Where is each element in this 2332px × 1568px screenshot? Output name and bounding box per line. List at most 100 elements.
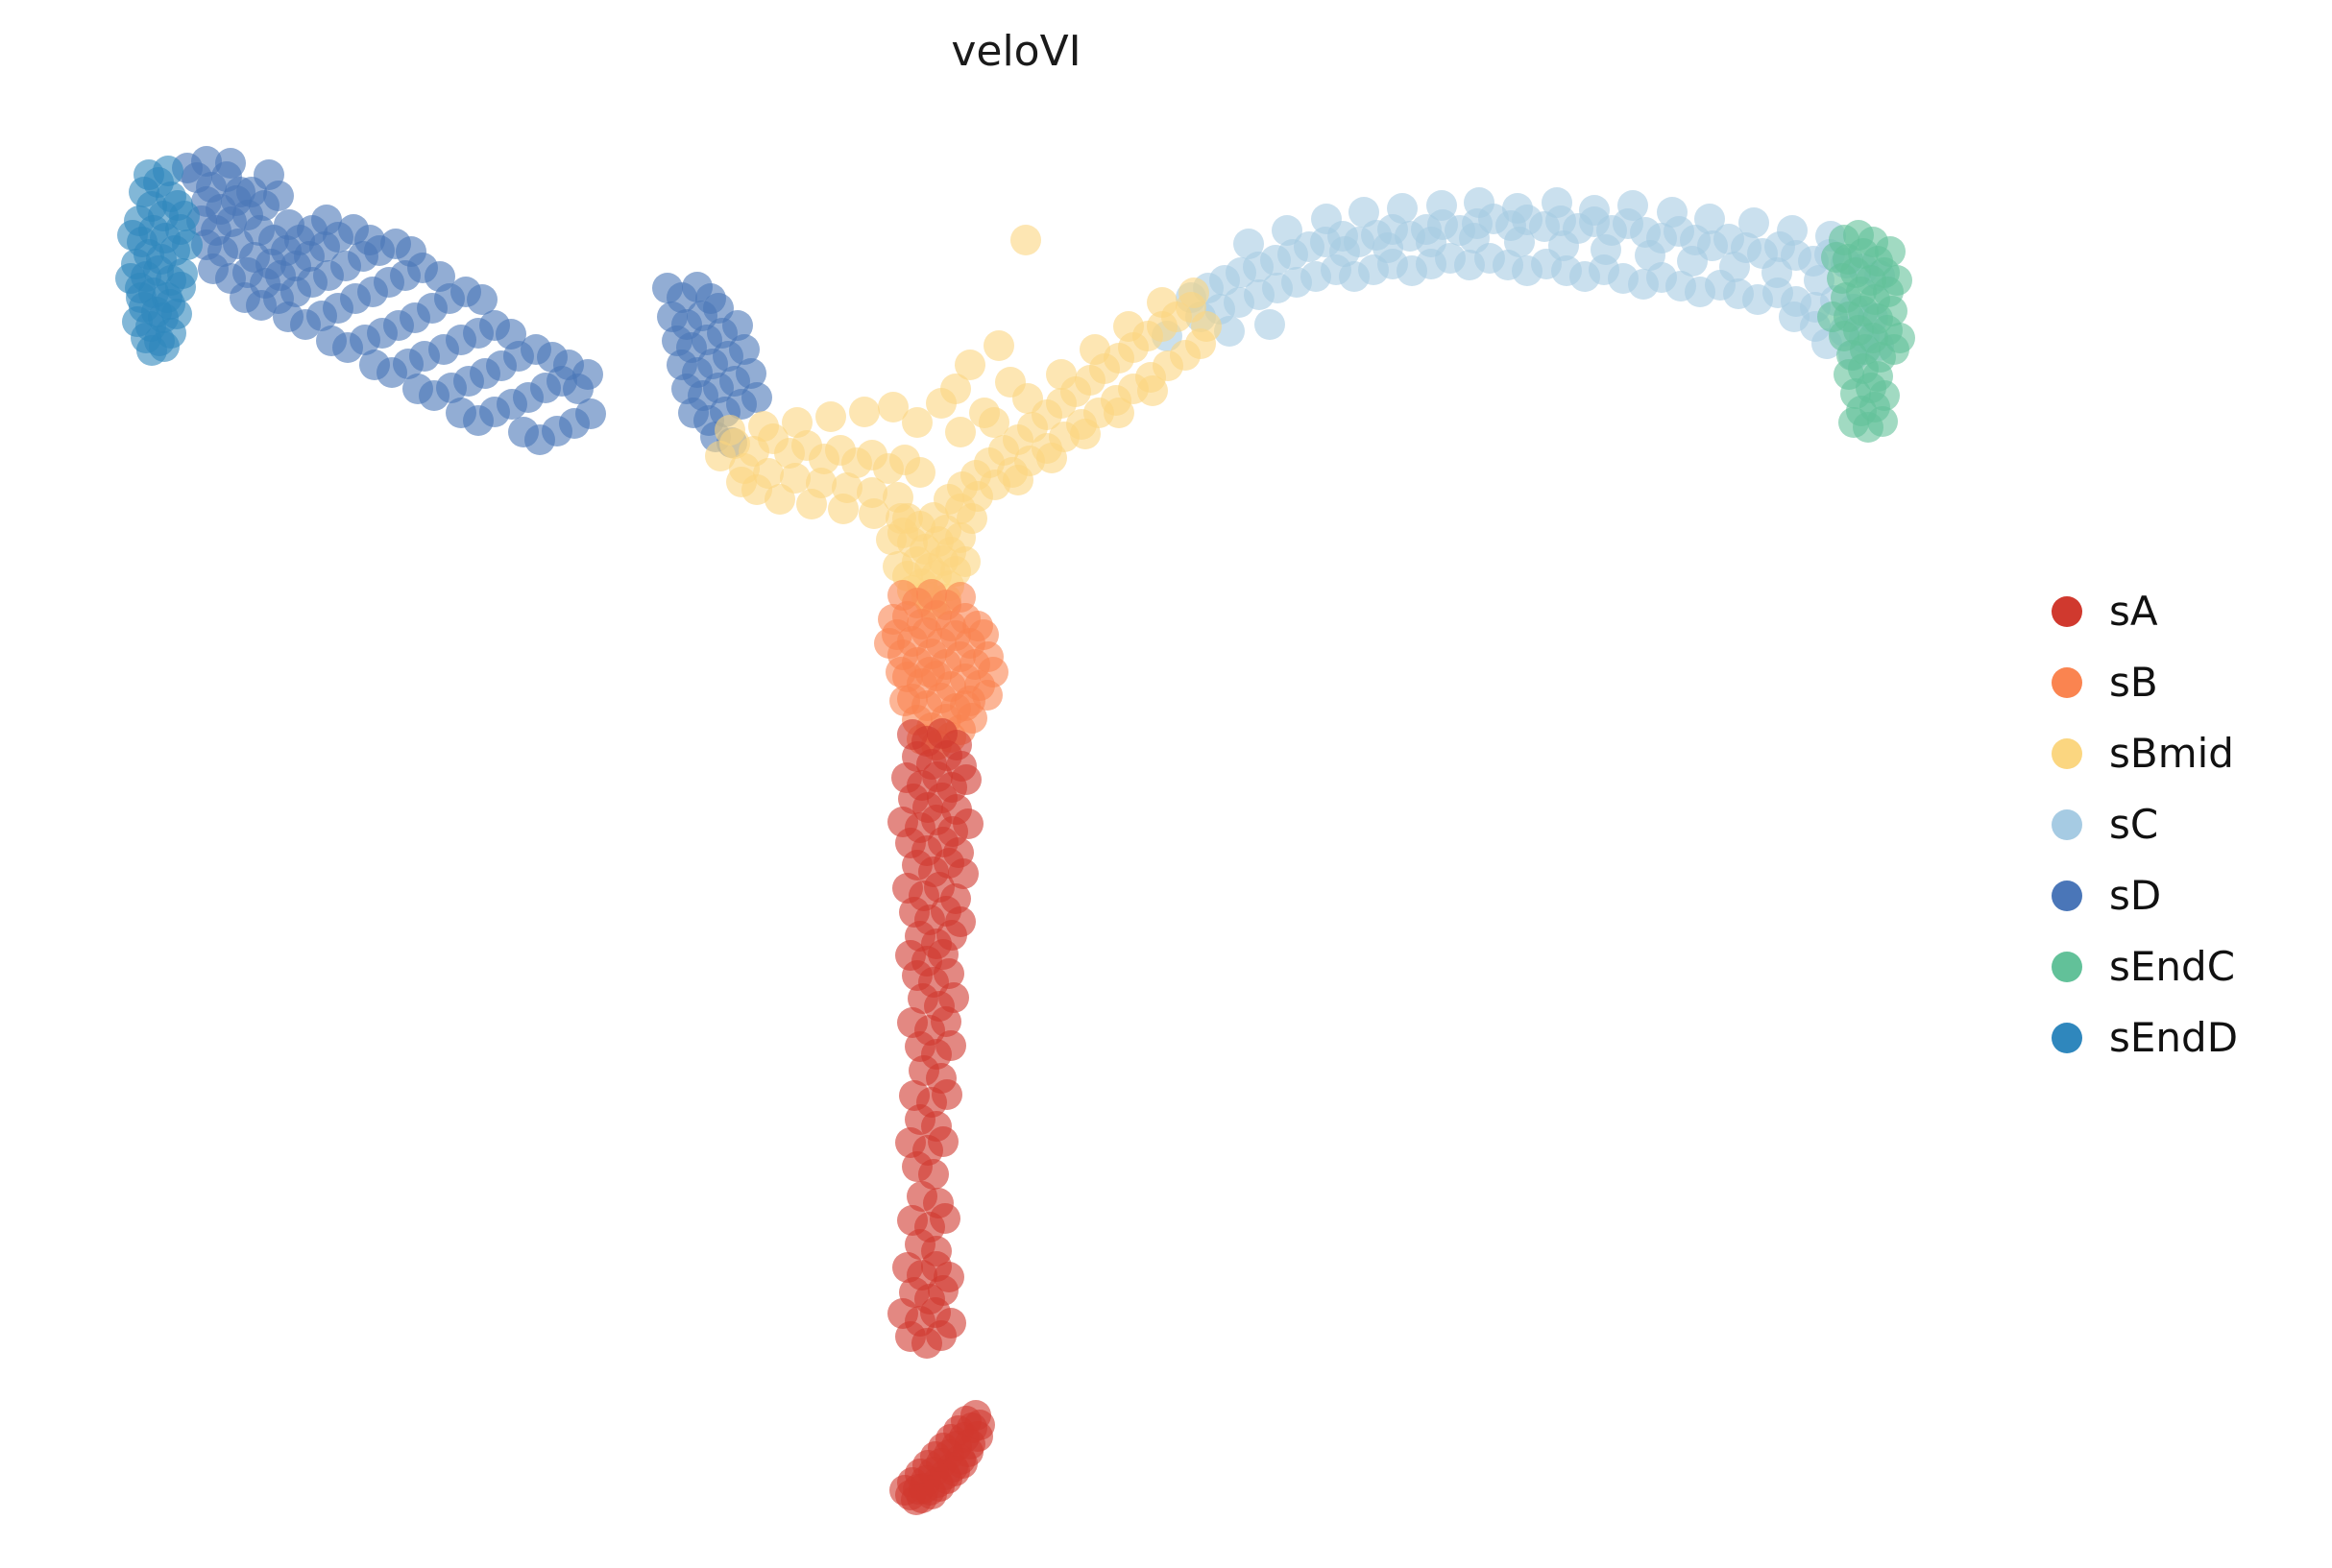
legend-label-sA: sA (2109, 588, 2158, 635)
scatter-point-sC (1504, 227, 1535, 257)
legend-item-sD: sD (2052, 860, 2238, 931)
chart-title: veloVI (951, 27, 1081, 76)
scatter-point-sC (1372, 232, 1403, 263)
scatter-point-sD (741, 382, 772, 413)
scatter-point-sC (1387, 193, 1418, 224)
legend-label-sC: sC (2109, 801, 2159, 848)
scatter-point-sC (1657, 197, 1688, 228)
scatter-point-sEndD (149, 331, 180, 362)
legend-item-sB: sB (2052, 647, 2238, 718)
scatter-point-sB (886, 657, 916, 688)
scatter-point-sEndD (172, 229, 203, 260)
legend-label-sB: sB (2109, 659, 2158, 706)
scatter-point-sA (928, 1126, 959, 1157)
scatter-point-sC (1311, 204, 1342, 234)
scatter-point-sBmid (1104, 398, 1134, 428)
scatter-point-sEndC (1867, 406, 1898, 437)
scatter-point-sA (932, 1079, 962, 1110)
scatter-point-sC (1779, 302, 1810, 332)
scatter-point-sBmid (828, 494, 859, 524)
scatter-point-sA (889, 1475, 920, 1506)
scatter-point-sC (1804, 265, 1834, 296)
scatter-point-sC (1635, 240, 1665, 271)
legend-label-sBmid: sBmid (2109, 730, 2234, 777)
legend: sA sB sBmid sC sD sEndC sEndD (2052, 576, 2238, 1073)
scatter-point-sD (467, 284, 498, 315)
scatter-point-sEndD (167, 258, 198, 289)
scatter-point-sA (934, 958, 964, 989)
legend-marker-sB (2052, 667, 2082, 698)
scatter-point-sC (1719, 252, 1750, 282)
scatter-point-sC (1617, 190, 1648, 221)
scatter-point-sBmid (748, 411, 779, 442)
scatter-point-sBmid (1080, 334, 1110, 365)
legend-item-sEndD: sEndD (2052, 1002, 2238, 1073)
scatter-point-sB (878, 604, 909, 635)
scatter-point-sA (931, 1006, 961, 1037)
legend-marker-sD (2052, 880, 2082, 911)
scatter-point-sBmid (984, 330, 1014, 361)
scatter-point-sC (1459, 223, 1490, 253)
scatter-point-sEndC (1817, 302, 1848, 332)
scatter-point-sA (948, 858, 979, 889)
scatter-point-sEndD (115, 263, 146, 294)
scatter-point-sA (953, 808, 984, 839)
scatter-point-sC (1502, 193, 1533, 224)
scatter-point-sBmid (955, 350, 985, 380)
scatter-point-sA (955, 1429, 985, 1459)
scatter-point-sB (950, 690, 981, 721)
scatter-point-sC (1214, 316, 1245, 347)
scatter-point-sC (1542, 187, 1572, 218)
scatter-point-sBmid (878, 392, 909, 422)
scatter-point-sBmid (1191, 311, 1222, 342)
scatter-point-sC (1464, 187, 1494, 218)
legend-label-sD: sD (2109, 872, 2162, 919)
scatter-point-sBmid (1070, 419, 1101, 449)
scatter-point-sBmid (995, 367, 1026, 398)
scatter-point-sEndD (169, 201, 200, 231)
legend-label-sEndD: sEndD (2109, 1014, 2239, 1061)
scatter-point-sBmid (1178, 277, 1209, 308)
scatter-point-sC (1677, 246, 1708, 277)
legend-item-sC: sC (2052, 789, 2238, 860)
scatter-point-sC (1548, 230, 1579, 261)
scatter-point-sBmid (715, 415, 745, 446)
scatter-point-sBmid (726, 467, 757, 497)
scatter-point-sA (935, 1030, 966, 1061)
scatter-point-sC (1761, 257, 1792, 288)
scatter-point-sBmid (957, 503, 987, 534)
scatter-point-sBmid (905, 457, 935, 488)
scatter-point-sBmid (945, 417, 976, 447)
scatter-point-sBmid (796, 489, 827, 519)
scatter-point-sD (572, 359, 603, 390)
scatter-point-sBmid (940, 374, 971, 404)
scatter-point-sC (1591, 234, 1621, 265)
scatter-point-sC (1694, 204, 1725, 234)
scatter-point-sD (736, 358, 766, 389)
scatter-point-sA (938, 982, 969, 1013)
scatter-point-sC (1579, 195, 1610, 226)
legend-item-sEndC: sEndC (2052, 931, 2238, 1002)
scatter-point-sB (914, 657, 945, 688)
scatter-point-sA (951, 764, 982, 795)
legend-marker-sEndD (2052, 1023, 2082, 1053)
scatter-point-sC (1272, 215, 1302, 246)
scatter-point-sBmid (1046, 359, 1077, 390)
scatter-point-sBmid (969, 398, 1000, 428)
scatter-point-sBmid (859, 498, 889, 529)
scatter-point-sB (978, 657, 1008, 688)
scatter-point-sBmid (1010, 225, 1041, 255)
scatter-point-sEndC (1879, 334, 1909, 365)
scatter-point-sBmid (883, 551, 913, 582)
scatter-point-sEndD (117, 220, 148, 251)
scatter-point-sBmid (815, 401, 846, 432)
legend-label-sEndC: sEndC (2109, 943, 2236, 990)
scatter-point-sBmid (782, 407, 813, 438)
legend-item-sBmid: sBmid (2052, 718, 2238, 789)
legend-marker-sC (2052, 809, 2082, 840)
scatter-point-sD (254, 159, 284, 190)
scatter-point-sBmid (849, 397, 880, 427)
scatter-point-sEndD (153, 156, 183, 186)
